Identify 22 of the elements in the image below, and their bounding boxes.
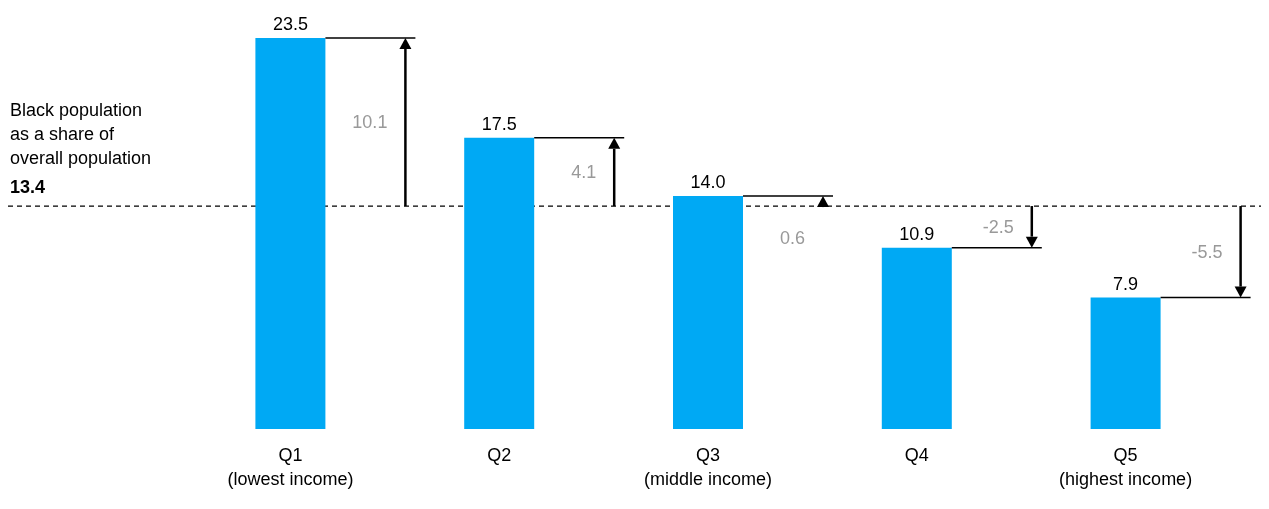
x-tick-label: Q3 (middle income) xyxy=(643,445,773,489)
bar xyxy=(255,38,326,429)
annotation: 13.4 xyxy=(10,177,46,198)
bar xyxy=(464,137,535,429)
annotation: 4.1 xyxy=(571,161,597,182)
data-label: 14.0 xyxy=(690,172,726,193)
data-label: 7.9 xyxy=(1113,273,1139,294)
data-label: 23.5 xyxy=(272,14,308,34)
bar xyxy=(673,196,743,429)
x-tick-label: Q2 xyxy=(487,445,512,465)
data-label: 17.5 xyxy=(481,113,517,134)
ref-line-label: Black population as a share of overall population xyxy=(10,100,152,169)
annotation: -5.5 xyxy=(1191,241,1223,262)
x-tick-label: Q1 (lowest income) xyxy=(227,445,354,489)
annotation: 10.1 xyxy=(352,112,388,133)
bar xyxy=(881,247,952,429)
x-tick-label: Q5 (highest income) xyxy=(1059,445,1193,489)
x-tick-label: Q4 xyxy=(904,445,929,465)
annotation: -2.5 xyxy=(982,216,1014,237)
bar xyxy=(1090,297,1161,429)
annotation: 0.6 xyxy=(779,228,805,249)
data-label: 10.9 xyxy=(899,223,935,244)
